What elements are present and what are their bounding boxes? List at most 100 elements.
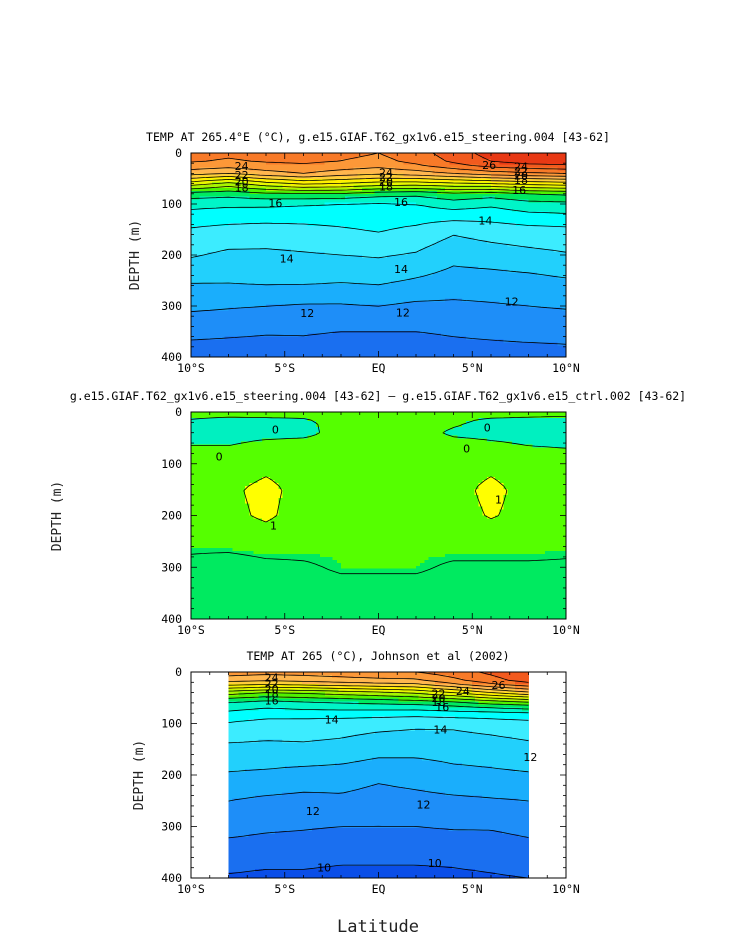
y-tick-label: 300 (161, 820, 182, 834)
contour-label: 20 (379, 176, 393, 189)
contour-lines (190, 152, 567, 345)
x-tick-label: 5°S (274, 361, 295, 375)
contour-label: 16 (394, 196, 408, 209)
contour-line (228, 716, 529, 723)
contour-label: 18 (432, 696, 446, 709)
panel-model-ylabel: DEPTH (m) (128, 220, 143, 290)
x-tick-label: 10°S (177, 361, 205, 375)
y-tick-label: 100 (161, 457, 182, 471)
contour-line (228, 696, 529, 706)
contour-label: 12 (300, 307, 314, 320)
x-tick-label: EQ (372, 882, 386, 896)
contour-line (228, 689, 529, 700)
contour-label: 24 (456, 685, 470, 698)
contour-line (228, 692, 529, 703)
contour-label: 22 (514, 165, 528, 178)
y-tick-label: 0 (175, 146, 182, 160)
x-tick-label: 10°S (177, 623, 205, 637)
contour-label: 24 (265, 672, 279, 685)
contour-label: 24 (379, 166, 393, 179)
contour-label: 14 (433, 724, 447, 737)
contour-line (190, 234, 567, 259)
axis-ticks (190, 152, 567, 358)
contour-label: 22 (432, 688, 446, 701)
x-tick-label: 5°N (462, 361, 483, 375)
contour-line (228, 707, 529, 714)
contour-label: 12 (306, 805, 320, 818)
contour-label: 0 (216, 451, 223, 464)
axis-ticks (190, 671, 567, 879)
x-tick-label: 10°N (552, 623, 580, 637)
contour-label: 26 (482, 159, 496, 172)
contour-line (228, 686, 529, 698)
x-tick-label: EQ (372, 623, 386, 637)
contour-label: 12 (523, 751, 537, 764)
contour-label: 18 (235, 182, 249, 195)
contour-label: 14 (478, 214, 492, 227)
contour-label: 22 (379, 171, 393, 184)
x-tick-label: 5°N (462, 623, 483, 637)
contour-line (190, 195, 567, 203)
x-tick-label: 10°N (552, 361, 580, 375)
contour-line (228, 757, 529, 773)
y-tick-label: 200 (161, 768, 182, 782)
contour-label: 16 (435, 701, 449, 714)
panel-difference: g.e15.GIAF.T62_gx1v6.e15_steering.004 [4… (50, 389, 686, 637)
contour-line (190, 179, 567, 186)
x-tick-label: 5°S (274, 623, 295, 637)
contour-line (474, 152, 567, 166)
contour-label: 10 (317, 862, 331, 875)
y-tick-label: 200 (161, 509, 182, 523)
contour-line (190, 152, 567, 174)
contour-label: 22 (235, 169, 249, 182)
contour-line (190, 186, 567, 192)
contour-label: 26 (492, 679, 506, 692)
contour-line (190, 203, 567, 214)
panel-observations-ylabel: DEPTH (m) (132, 740, 147, 810)
contour-label: 0 (463, 443, 470, 456)
y-tick-label: 300 (161, 299, 182, 313)
contour-label: 18 (514, 174, 528, 187)
contour-label: 10 (428, 857, 442, 870)
y-tick-label: 0 (175, 665, 182, 679)
contour-label: 0 (272, 424, 279, 437)
panel-observations-title: TEMP AT 265 (°C), Johnson et al (2002) (246, 649, 509, 663)
contour-lines (228, 671, 529, 879)
contour-line (190, 182, 567, 189)
y-tick-label: 0 (175, 405, 182, 419)
contour-line (190, 173, 567, 180)
x-tick-label: 5°S (274, 882, 295, 896)
y-tick-label: 100 (161, 197, 182, 211)
y-tick-label: 400 (161, 350, 182, 364)
contour-line (190, 176, 567, 183)
contour-label: 20 (235, 176, 249, 189)
contour-label: 0 (484, 422, 491, 435)
heatmap-field (228, 672, 530, 879)
heatmap-field (191, 412, 567, 620)
contour-label: 12 (505, 295, 519, 308)
contour-label: 16 (512, 184, 526, 197)
contour-line (228, 700, 529, 710)
panel-observations-temperature: TEMP AT 265 (°C), Johnson et al (2002) D… (132, 649, 580, 896)
contour-line (228, 684, 529, 695)
panel-model-title: TEMP AT 265.4°E (°C), g.e15.GIAF.T62_gx1… (146, 130, 610, 144)
contour-label: 12 (417, 798, 431, 811)
contour-line (190, 416, 567, 575)
contour-line (190, 167, 567, 177)
y-tick-label: 200 (161, 248, 182, 262)
x-tick-label: 5°N (462, 882, 483, 896)
contour-line (190, 299, 567, 313)
contour-label: 14 (394, 263, 408, 276)
contour-label: 14 (325, 713, 339, 726)
contour-label: 16 (265, 694, 279, 707)
contour-label: 16 (268, 197, 282, 210)
contour-label: 14 (280, 253, 294, 266)
x-axis-label-latitude: Latitude (337, 917, 419, 937)
y-tick-label: 100 (161, 717, 182, 731)
contour-line (190, 220, 567, 233)
contour-line (228, 680, 529, 693)
contour-label: 20 (265, 683, 279, 696)
contour-label: 24 (235, 160, 249, 173)
contour-line (228, 825, 529, 839)
